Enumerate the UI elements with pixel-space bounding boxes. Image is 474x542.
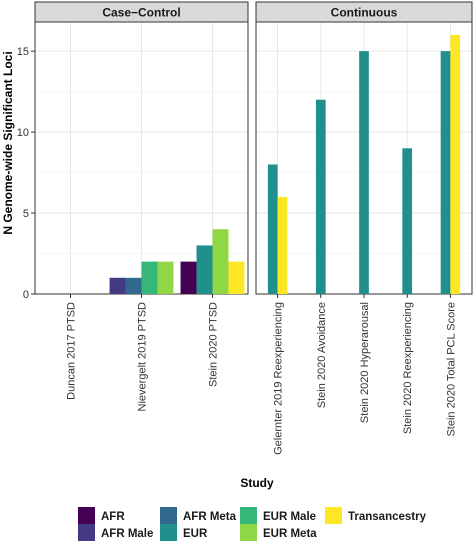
y-axis-title: N Genome-wide Significant Loci	[1, 51, 15, 234]
bar-transancestry	[277, 196, 288, 294]
legend-key-eur-male	[240, 507, 257, 524]
bar-eur-meta	[212, 229, 229, 294]
x-tick-label: Gelernter 2019 Reexperiencing	[273, 302, 285, 455]
legend-label: AFR Male	[101, 528, 153, 540]
facet-strip-label: Case−Control	[102, 6, 180, 20]
y-axis: 0 5 10 15	[17, 46, 35, 301]
x-tick-label: Stein 2020 PTSD	[208, 302, 220, 387]
facet-strip-label: Continuous	[331, 6, 398, 20]
legend-label: AFR Meta	[183, 511, 237, 523]
x-tick-label: Nievergelt 2019 PTSD	[137, 302, 149, 411]
y-tick-label: 10	[17, 127, 29, 139]
y-tick-label: 0	[23, 289, 29, 301]
legend-key-afr-meta	[160, 507, 177, 524]
x-tick-label: Stein 2020 Hyperarousal	[359, 302, 371, 423]
legend-label: AFR	[101, 511, 125, 523]
x-tick-label: Duncan 2017 PTSD	[66, 302, 78, 400]
facet-strips: Case−Control Continuous	[34, 1, 473, 23]
x-axis-title: Study	[240, 476, 274, 490]
legend: AFR AFR Male AFR Meta EUR EUR Male EUR Meta Tr…	[78, 507, 427, 541]
bar-afr	[180, 261, 197, 294]
legend-key-transancestry	[325, 507, 342, 524]
y-tick-label: 15	[17, 46, 29, 58]
y-tick-label: 5	[23, 208, 29, 220]
legend-label: EUR Male	[263, 511, 316, 523]
bar-eur-male	[141, 261, 158, 294]
legend-label: EUR	[183, 528, 208, 540]
bar-eur-meta	[157, 261, 174, 294]
bar-eur	[315, 99, 326, 294]
legend-key-eur	[160, 524, 177, 541]
x-axis: Duncan 2017 PTSD Nievergelt 2019 PTSD Stei…	[66, 294, 457, 455]
x-tick-label: Stein 2020 Avoidance	[316, 302, 328, 408]
bar-eur	[402, 148, 413, 294]
legend-key-eur-meta	[240, 524, 257, 541]
bar-transancestry	[228, 261, 245, 294]
bar-marks	[109, 34, 461, 295]
legend-label: Transancestry	[348, 511, 427, 523]
legend-key-afr-male	[78, 524, 95, 541]
bar-afr-meta	[125, 277, 142, 294]
x-tick-label: Stein 2020 Reexperiencing	[402, 302, 414, 434]
x-tick-label: Stein 2020 Total PCL Score	[445, 302, 457, 437]
bar-afr-male	[109, 277, 126, 294]
legend-label: EUR Meta	[263, 528, 317, 540]
bar-eur	[267, 164, 278, 294]
bar-transancestry	[450, 34, 461, 294]
bar-eur	[359, 51, 369, 295]
bar-eur	[440, 51, 451, 295]
bar-eur	[196, 245, 213, 294]
legend-key-afr	[78, 507, 95, 524]
